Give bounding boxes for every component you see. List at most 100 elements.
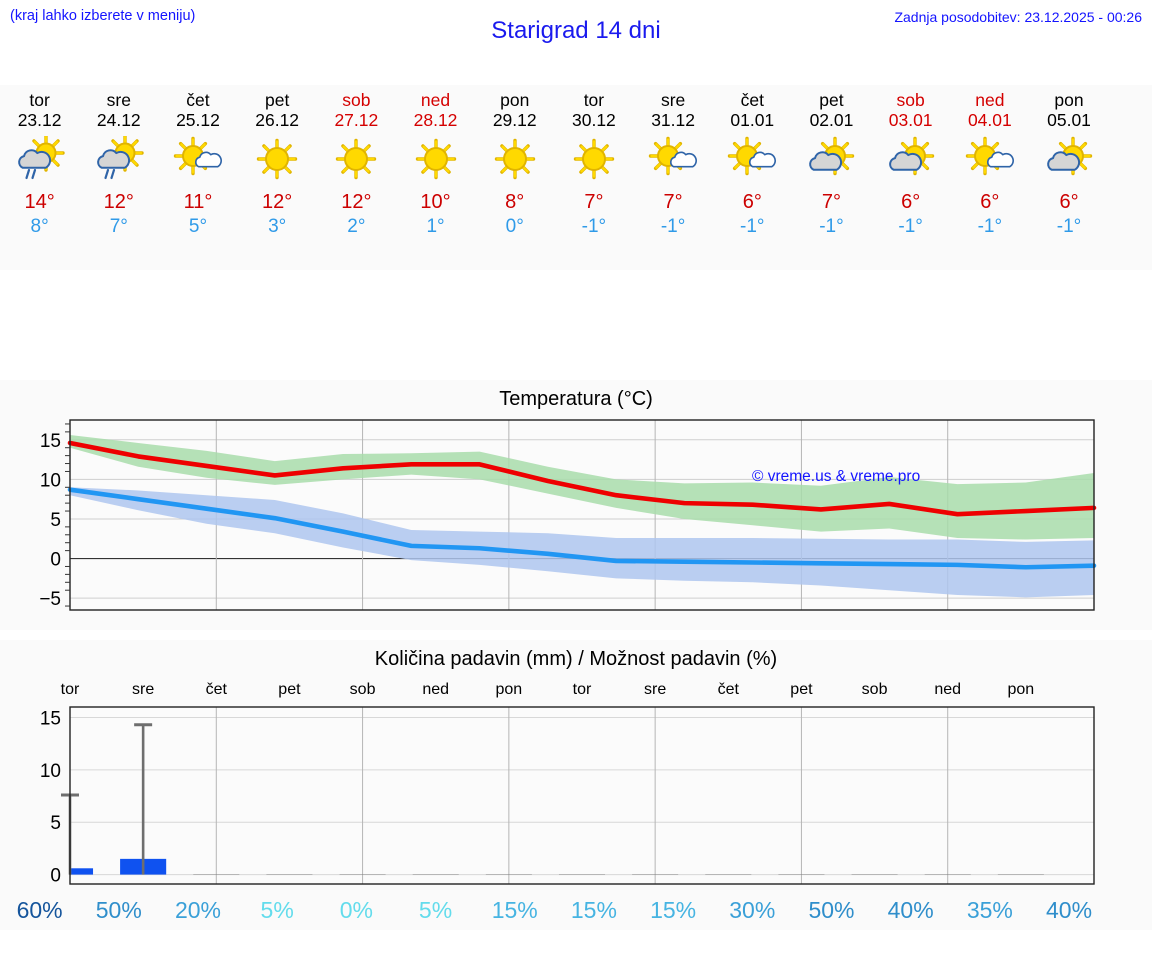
sun-behind-cloud-icon	[871, 135, 950, 183]
temperature-min-label: 1°	[426, 216, 445, 237]
precipitation-probability-label: 60%	[16, 897, 63, 923]
sun-icon	[475, 135, 554, 183]
forecast-day-column[interactable]: ned 28.12 10° 1°	[396, 85, 475, 239]
temperature-max-label: 8°	[505, 191, 525, 213]
day-of-week-label: pon	[1054, 90, 1084, 110]
svg-text:sre: sre	[644, 681, 666, 698]
svg-text:čet: čet	[718, 681, 740, 698]
svg-text:0: 0	[50, 866, 61, 887]
sun-behind-cloud-icon	[1029, 135, 1108, 183]
day-date-label: 28.12	[413, 110, 458, 130]
forecast-day-column[interactable]: ned 04.01 6° -1°	[950, 85, 1029, 239]
day-date-label: 27.12	[334, 110, 379, 130]
svg-text:tor: tor	[573, 681, 592, 698]
temperature-min-label: -1°	[740, 216, 765, 237]
svg-text:sre: sre	[132, 681, 154, 698]
temperature-min-label: 5°	[188, 216, 208, 237]
forecast-day-column[interactable]: sob 03.01 6° -1°	[871, 85, 950, 239]
temperature-min-label: 7°	[109, 216, 128, 237]
forecast-day-column[interactable]: pon 29.12 8° 0°	[475, 85, 554, 239]
temperature-max-label: 7°	[663, 191, 683, 213]
forecast-day-column[interactable]: sob 27.12 12° 2°	[317, 85, 396, 239]
temperature-min-label: -1°	[819, 216, 844, 237]
svg-text:sob: sob	[862, 681, 888, 698]
svg-text:ned: ned	[934, 681, 961, 698]
temperature-max-label: 10°	[420, 191, 451, 213]
forecast-day-column[interactable]: tor 30.12 7° -1°	[554, 85, 633, 239]
sun-cloud-rain-icon	[79, 135, 158, 183]
precipitation-probability-label: 0%	[339, 897, 373, 923]
day-date-label: 23.12	[17, 110, 62, 130]
forecast-day-column[interactable]: sre 31.12 7° -1°	[634, 85, 713, 239]
svg-text:15: 15	[40, 431, 61, 452]
day-date-label: 31.12	[651, 110, 695, 130]
day-of-week-label: čet	[186, 90, 210, 110]
day-date-label: 24.12	[96, 110, 141, 130]
day-of-week-label: tor	[583, 90, 605, 110]
temperature-max-label: 6°	[980, 191, 1000, 213]
sun-cloud-rain-icon	[0, 135, 79, 183]
precipitation-probability-label: 40%	[1046, 897, 1093, 923]
sun-icon	[396, 135, 475, 183]
svg-text:tor: tor	[61, 681, 80, 698]
day-of-week-label: pet	[264, 90, 290, 110]
temperature-min-label: 3°	[268, 216, 287, 237]
svg-text:10: 10	[40, 470, 61, 491]
temperature-min-label: 8°	[30, 216, 49, 237]
precipitation-probability-label: 40%	[887, 897, 934, 923]
svg-text:pon: pon	[496, 681, 523, 698]
precipitation-probability-label: 30%	[729, 897, 776, 923]
temperature-max-label: 12°	[262, 191, 293, 213]
menu-hint: (kraj lahko izberete v meniju)	[10, 8, 196, 24]
day-date-label: 29.12	[492, 110, 537, 130]
day-date-label: 30.12	[572, 110, 616, 130]
forecast-day-column[interactable]: čet 01.01 6° -1°	[713, 85, 792, 239]
sun-small-cloud-icon	[713, 135, 792, 183]
svg-text:5: 5	[50, 510, 61, 531]
temperature-min-label: 2°	[347, 216, 366, 237]
forecast-day-column[interactable]: čet 25.12 11° 5°	[158, 85, 237, 239]
day-of-week-label: sre	[106, 90, 131, 110]
temperature-max-label: 12°	[103, 191, 134, 213]
svg-text:pet: pet	[790, 681, 813, 698]
precipitation-probability-label: 50%	[95, 897, 142, 923]
precipitation-probability-label: 5%	[418, 897, 453, 923]
svg-text:−5: −5	[39, 589, 61, 610]
svg-text:5: 5	[50, 813, 61, 834]
forecast-day-column[interactable]: pet 26.12 12° 3°	[238, 85, 317, 239]
forecast-day-column[interactable]: sre 24.12 12° 7°	[79, 85, 158, 239]
forecast-day-column[interactable]: pon 05.01 6° -1°	[1029, 85, 1108, 239]
temperature-chart: 15 10 5 0 −5	[39, 419, 1097, 611]
temperature-max-label: 6°	[742, 191, 762, 213]
forecast-day-column[interactable]: pet 02.01 7° -1°	[792, 85, 871, 239]
temperature-max-label: 7°	[584, 191, 604, 213]
page-title: Starigrad 14 dni	[491, 17, 661, 44]
temperature-min-label: 0°	[505, 216, 524, 237]
day-date-label: 02.01	[809, 110, 854, 130]
precipitation-probability-label: 15%	[491, 897, 538, 923]
day-of-week-label: sre	[660, 90, 686, 110]
day-of-week-label: ned	[975, 90, 1005, 110]
day-of-week-label: tor	[29, 90, 50, 110]
precipitation-probability-label: 20%	[174, 897, 221, 923]
temperature-min-label: -1°	[581, 216, 607, 237]
last-update-label: Zadnja posodobitev: 23.12.2025 - 00:26	[894, 9, 1142, 25]
svg-text:10: 10	[40, 761, 61, 782]
temperature-max-label: 6°	[901, 191, 921, 213]
precipitation-probability-label: 5%	[260, 897, 294, 923]
forecast-day-column[interactable]: tor 23.12 14° 8°	[0, 85, 79, 239]
sun-small-cloud-icon	[634, 135, 713, 183]
precipitation-probability-row: 60% 50% 20% 5% 0% 5% 15% 15% 15% 30% 50% 40% 35% 40%	[0, 897, 1152, 924]
day-date-label: 26.12	[255, 110, 300, 130]
svg-text:sob: sob	[350, 681, 376, 698]
precipitation-probability-label: 50%	[808, 897, 855, 923]
forecast-days-row: tor 23.12 14° 8° sre 24.12 12° 7° čet 25.12 11° 5° p…	[0, 85, 1152, 239]
temperature-min-label: -1°	[660, 216, 686, 237]
svg-text:0: 0	[50, 550, 61, 571]
day-date-label: 01.01	[730, 110, 775, 130]
sun-icon	[238, 135, 317, 183]
day-date-label: 05.01	[1047, 110, 1091, 130]
temperature-max-label: 12°	[341, 191, 372, 213]
sun-icon	[317, 135, 396, 183]
sun-small-cloud-icon	[950, 135, 1029, 183]
